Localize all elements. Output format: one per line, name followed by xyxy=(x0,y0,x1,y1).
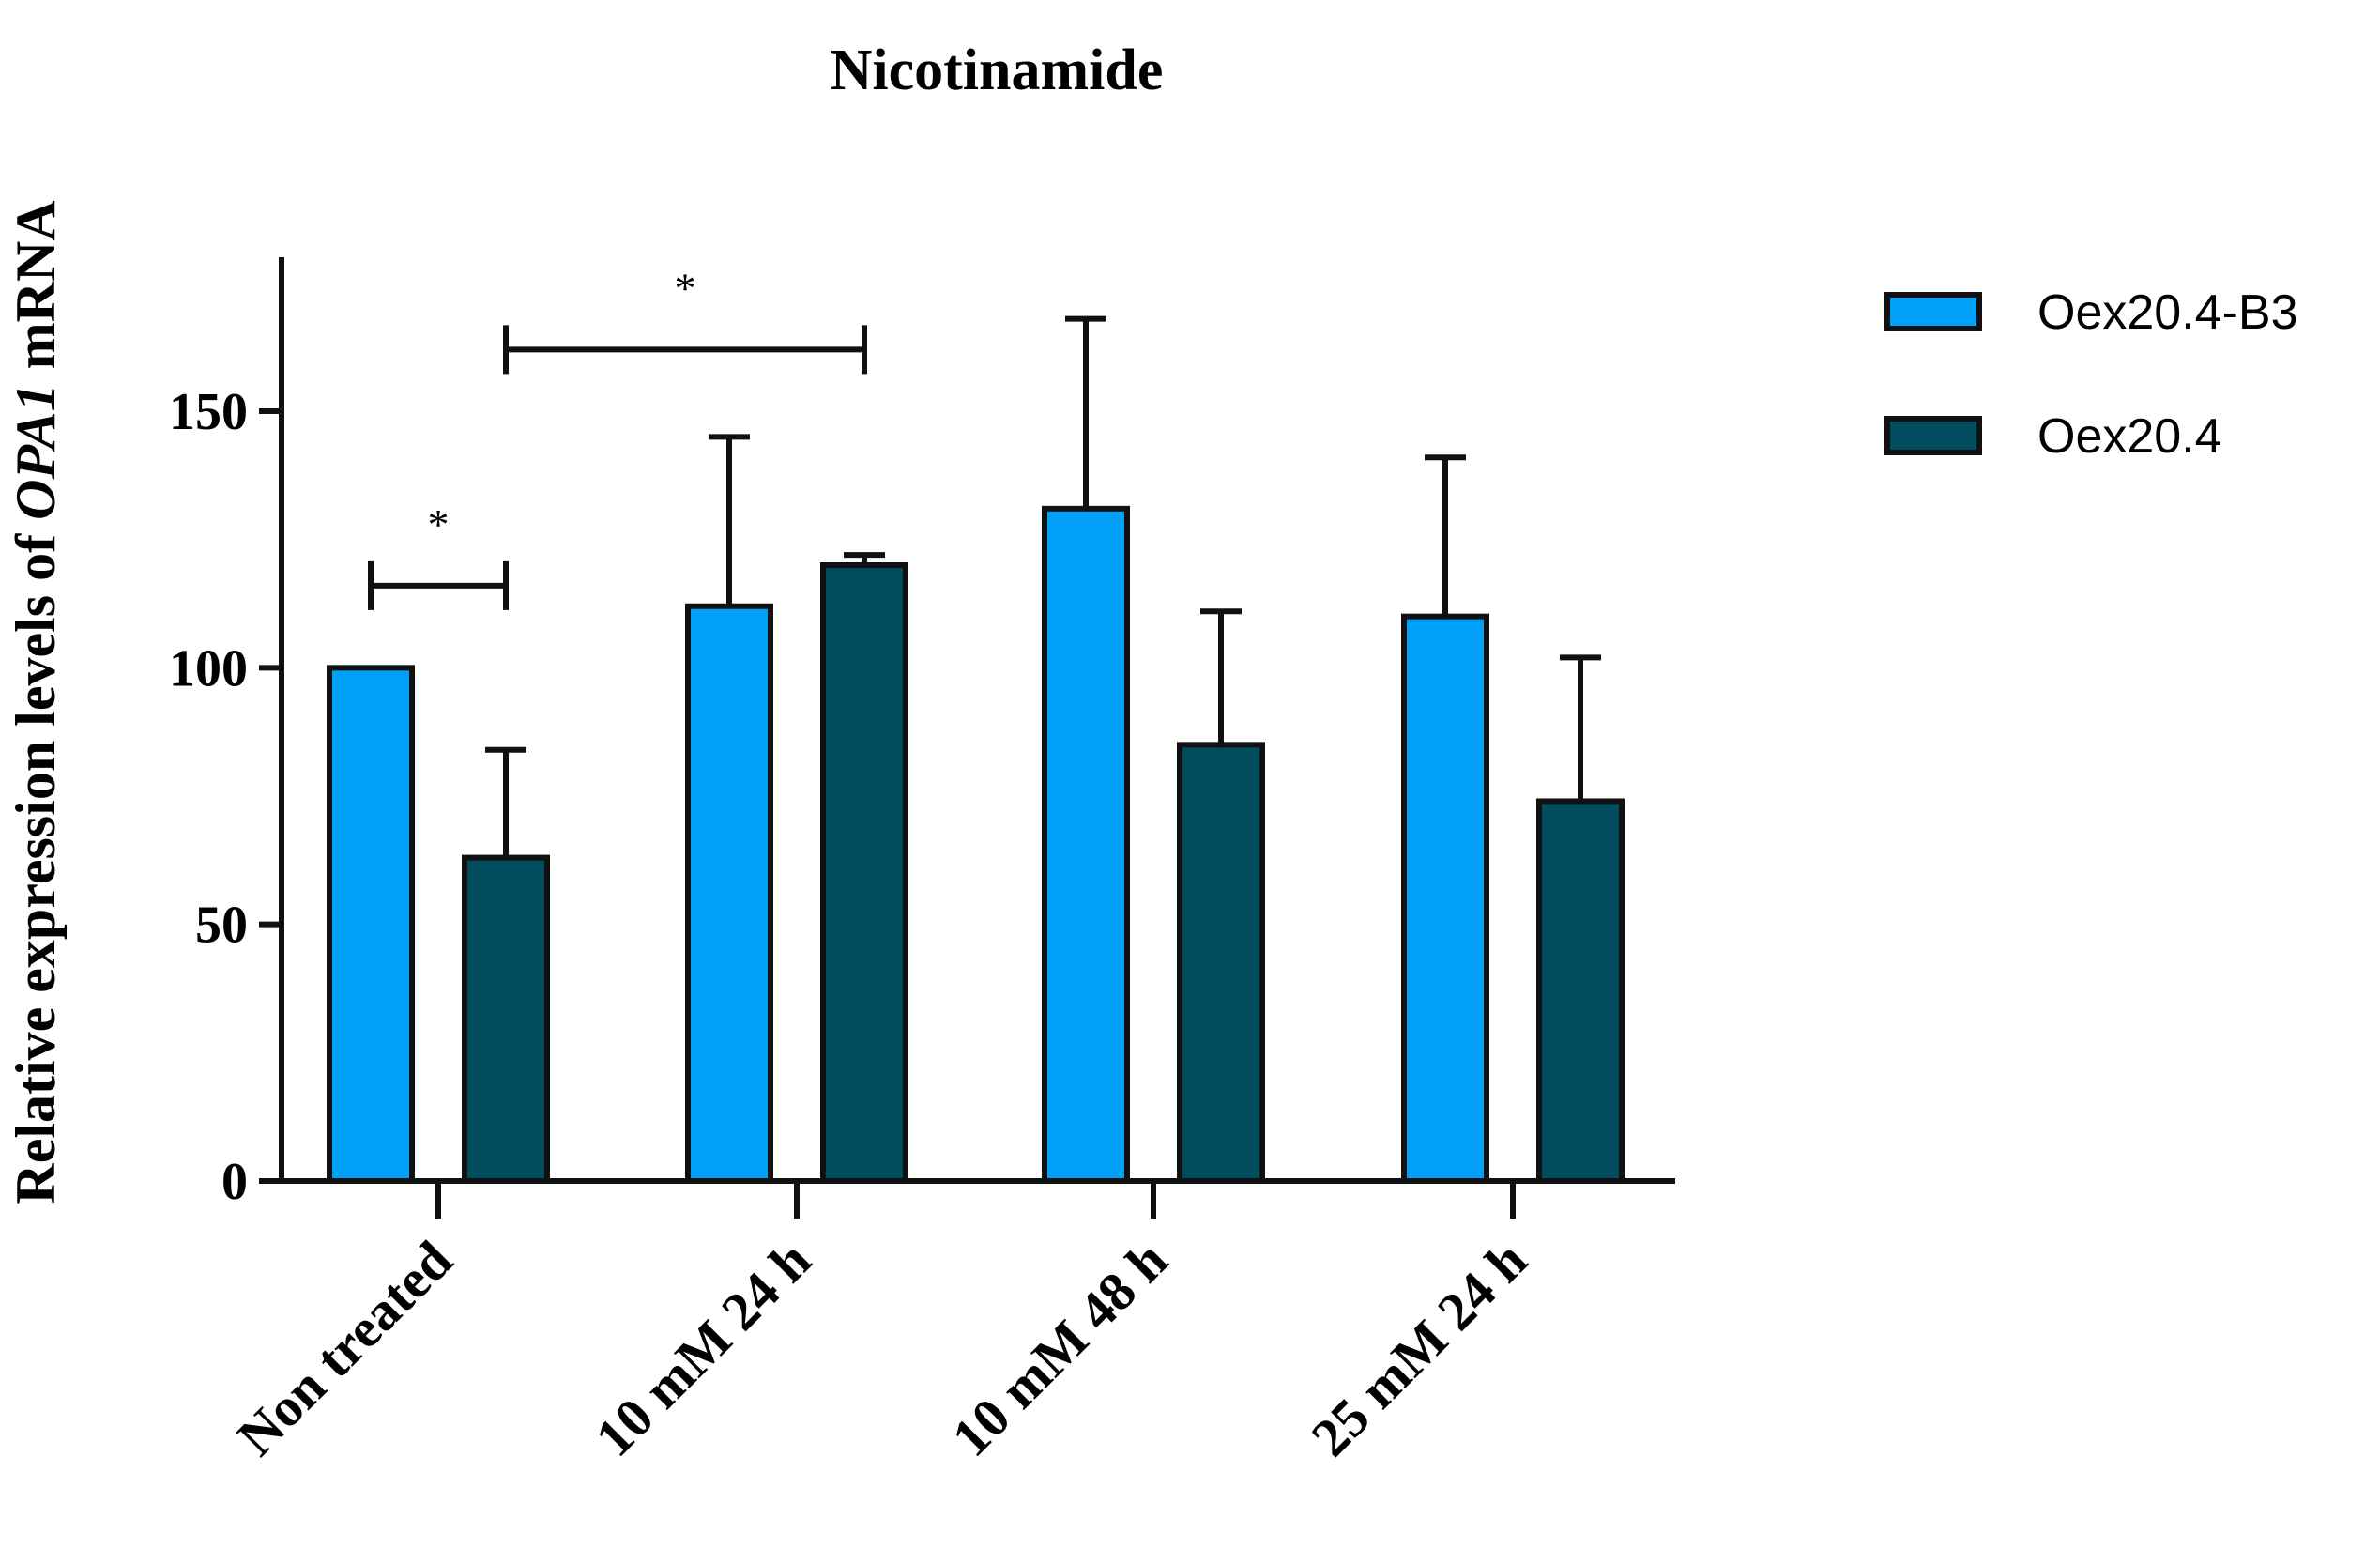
significance-label: * xyxy=(428,500,450,548)
legend: Oex20.4-B3 Oex20.4 xyxy=(1887,285,2298,464)
legend-swatch xyxy=(1887,295,1979,329)
legend-label: Oex20.4 xyxy=(2037,409,2222,464)
x-tick-label: 10 mM 24 h xyxy=(584,1229,822,1467)
legend-swatch xyxy=(1887,419,1979,452)
y-tick-label: 50 xyxy=(195,897,248,955)
x-tick-label: 10 mM 48 h xyxy=(940,1229,1179,1467)
y-tick-label: 100 xyxy=(169,639,248,698)
x-tick-label: Non treated xyxy=(226,1229,465,1467)
bar-oex20-4 xyxy=(823,565,906,1181)
y-axis-label-gene: OPA1 xyxy=(5,383,67,520)
significance-label: * xyxy=(675,264,696,312)
bar-oex20-4-b3 xyxy=(688,606,770,1181)
bar-oex20-4 xyxy=(1180,744,1262,1181)
chart-title: Nicotinamide xyxy=(831,38,1164,102)
plot-area: 0 50 100 150 Non treated 10 mM 24 h 10 mM 48 h… xyxy=(169,257,1675,1468)
y-axis-label-prefix: Relative expression levels of xyxy=(5,520,67,1204)
y-tick-label: 0 xyxy=(221,1153,248,1211)
bar-oex20-4 xyxy=(465,858,547,1181)
x-tick-label: 25 mM 24 h xyxy=(1300,1229,1538,1467)
bar-oex20-4-b3 xyxy=(329,667,412,1181)
y-axis-label-suffix: mRNA xyxy=(5,200,67,383)
bar-oex20-4 xyxy=(1539,801,1622,1181)
y-axis-label: Relative expression levels of OPA1 mRNA xyxy=(5,200,67,1204)
bar-oex20-4-b3 xyxy=(1045,509,1127,1181)
bar-chart: Nicotinamide Relative expression levels … xyxy=(0,0,2380,1549)
y-tick-label: 150 xyxy=(169,383,248,441)
bar-oex20-4-b3 xyxy=(1404,617,1487,1181)
legend-label: Oex20.4-B3 xyxy=(2037,285,2298,340)
